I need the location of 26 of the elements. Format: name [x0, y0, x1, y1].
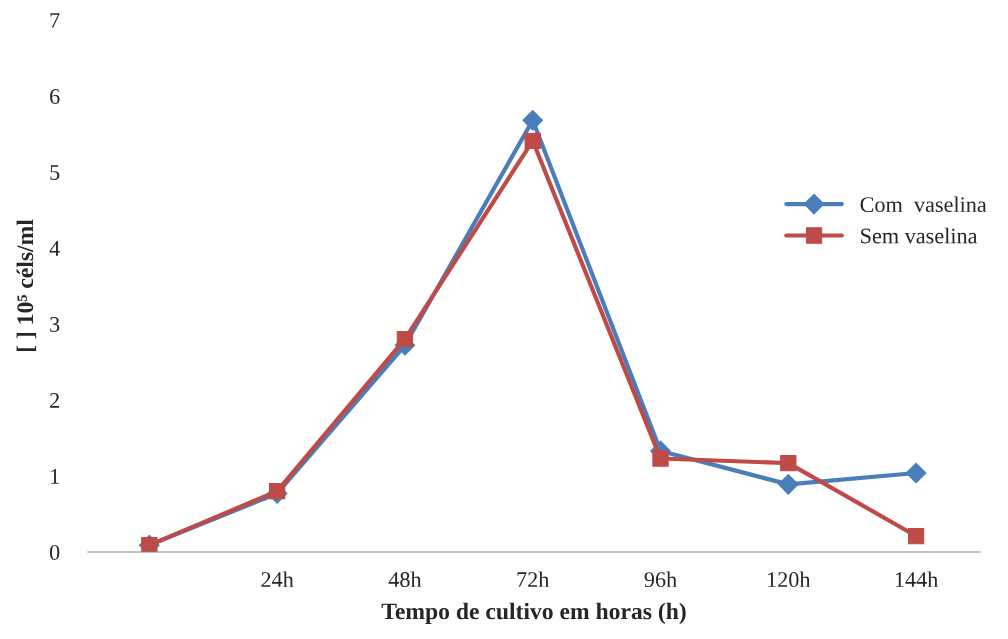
point	[777, 474, 799, 495]
y-tick-label: 7	[50, 13, 60, 28]
x-tick-label: 24h	[261, 571, 294, 587]
x-axis-title: Tempo de cultivo em horas (h)	[381, 602, 686, 625]
point	[907, 527, 925, 545]
x-tick-label: 120h	[768, 571, 811, 588]
y-tick-label: 6	[50, 88, 60, 104]
y-tick-label: 1	[51, 469, 59, 484]
point	[652, 450, 669, 467]
point	[396, 331, 414, 348]
x-tick-label: 48h	[388, 571, 422, 588]
point	[780, 454, 797, 472]
x-tick-label: 144h	[895, 571, 939, 587]
x-tick-label: 96h	[644, 571, 677, 588]
x-tick-label: 72h	[517, 571, 550, 587]
y-tick-label: 4	[49, 241, 60, 256]
y-tick-label: 0	[49, 544, 60, 560]
y-axis-title: [ ] 10⁵ céls/ml	[16, 219, 37, 352]
legend-label: Sem vaselina	[861, 227, 978, 244]
y-tick-label: 5	[50, 165, 60, 180]
y-tick-label: 3	[50, 316, 60, 332]
point	[522, 109, 544, 131]
legend-label: Com vaselina	[860, 196, 987, 213]
point	[905, 462, 927, 484]
y-tick-label: 2	[50, 392, 59, 408]
point	[524, 132, 541, 149]
